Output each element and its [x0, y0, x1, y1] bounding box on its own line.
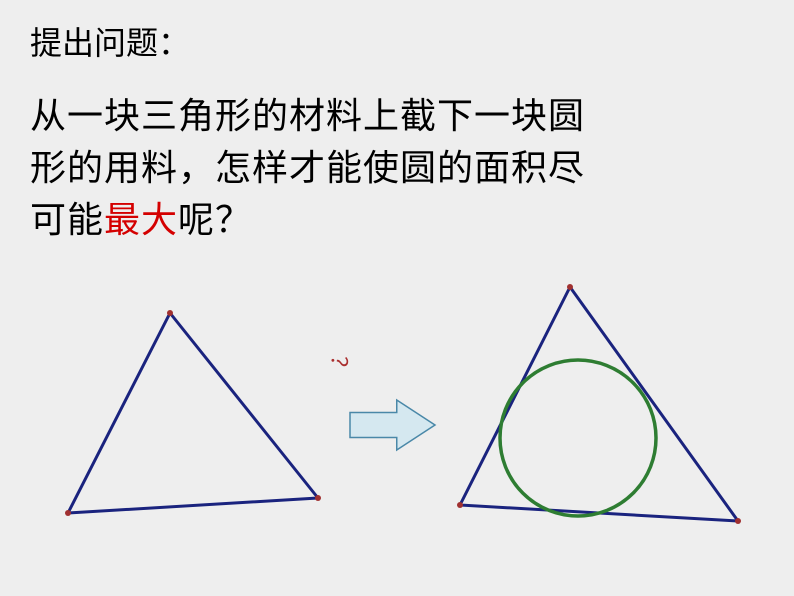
- slide: 提出问题： 从一块三角形的材料上截下一块圆 形的用料，怎样才能使圆的面积尽 可能…: [0, 0, 794, 596]
- body-line2: 形的用料，怎样才能使圆的面积尽: [30, 148, 585, 188]
- diagram-svg: ？: [0, 275, 794, 595]
- heading: 提出问题：: [30, 18, 190, 64]
- inscribed-circle: [500, 360, 656, 516]
- triangle-left: [65, 310, 321, 516]
- question-mark: ？: [325, 355, 352, 379]
- body-line3-pre: 可能: [30, 200, 104, 240]
- body-line1: 从一块三角形的材料上截下一块圆: [30, 96, 585, 136]
- body-text: 从一块三角形的材料上截下一块圆 形的用料，怎样才能使圆的面积尽 可能最大呢？: [30, 90, 750, 247]
- arrow-icon: [350, 400, 435, 450]
- triangle-right: [457, 284, 741, 524]
- body-line3-post: 呢？: [178, 200, 252, 240]
- body-line3-highlight: 最大: [104, 200, 178, 240]
